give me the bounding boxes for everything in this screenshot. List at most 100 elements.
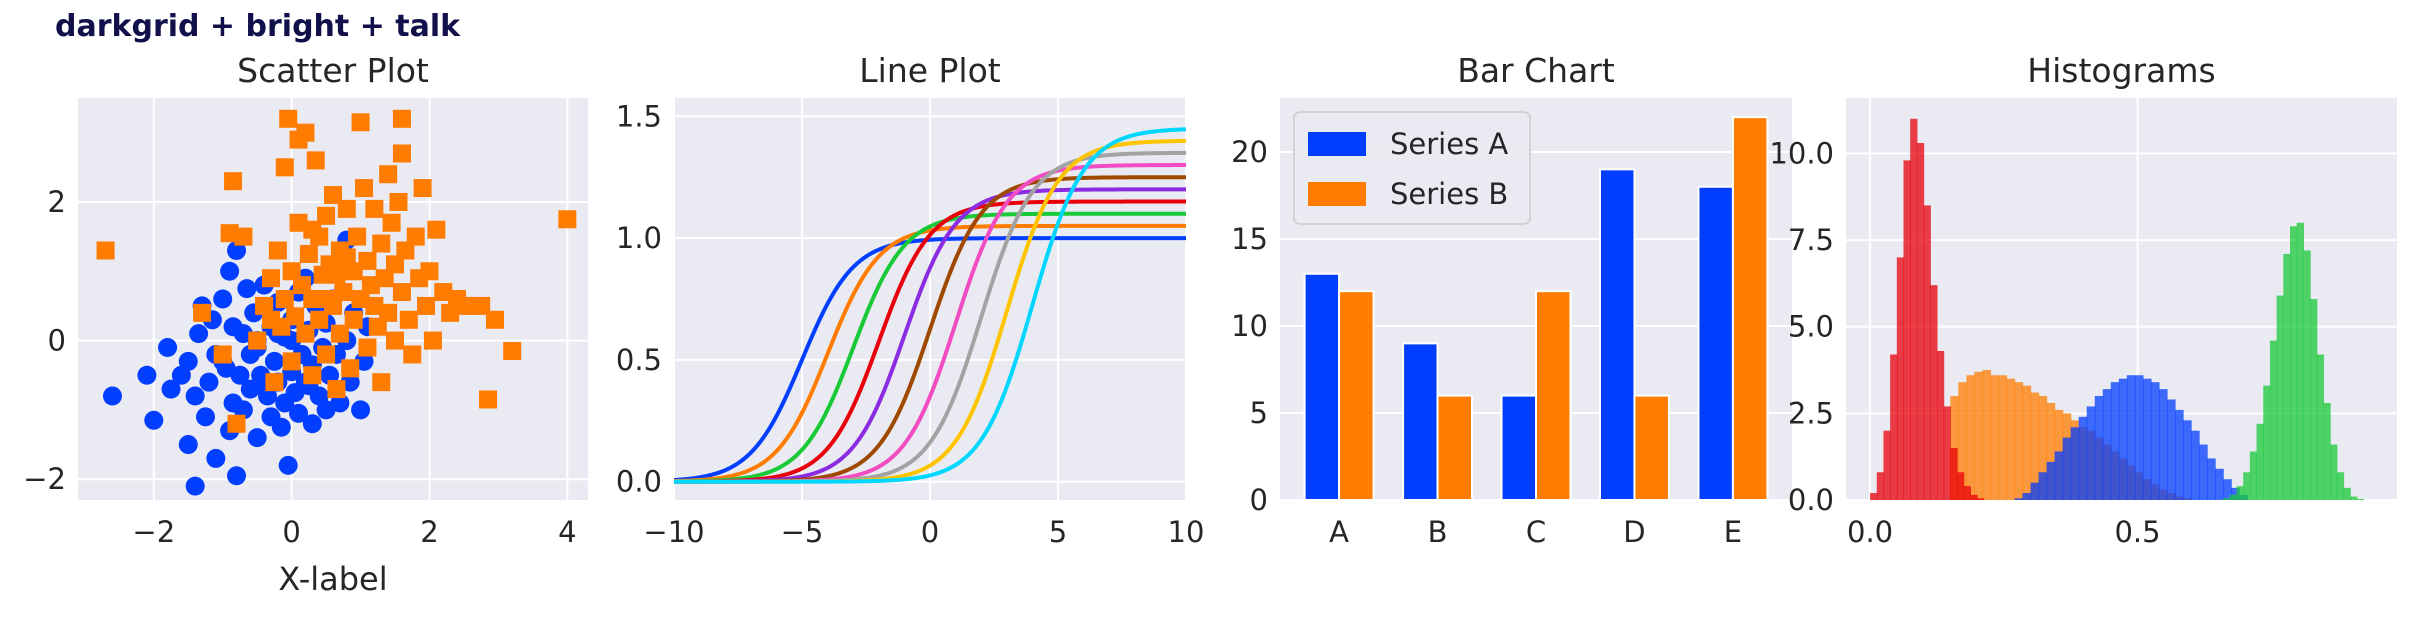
histogram-bin: [1903, 160, 1911, 500]
scatter-point: [420, 262, 439, 281]
scatter-point: [189, 324, 209, 344]
scatter-point: [220, 261, 240, 281]
scatter-point: [282, 262, 301, 281]
scatter-point: [237, 279, 257, 299]
y-tick-label: 0: [48, 324, 66, 358]
histogram-bin: [2094, 396, 2104, 500]
histogram-bin: [2231, 487, 2240, 500]
scatter-point: [102, 386, 122, 406]
x-tick-label: 4: [558, 515, 576, 549]
histogram-bin: [2236, 486, 2244, 500]
histogram-bin: [2343, 487, 2351, 500]
histogram-bin: [2283, 253, 2291, 500]
scatter-point: [292, 276, 311, 295]
figure-title: darkgrid + bright + talk: [55, 9, 461, 44]
histogram-bin: [1957, 472, 1965, 500]
scatter-point: [413, 179, 432, 198]
scatter-point: [227, 240, 247, 260]
bar: [1731, 116, 1769, 500]
line-series-10: [674, 127, 1186, 484]
y-tick-label: 0: [1250, 483, 1268, 517]
histogram-bin: [2022, 385, 2032, 500]
scatter-point: [296, 123, 315, 142]
line-series-3: [674, 211, 1186, 484]
scatter-point: [344, 310, 363, 329]
histogram-bin: [2269, 340, 2278, 500]
y-tick-label: 20: [1231, 135, 1268, 169]
histogram-bin: [1930, 285, 1938, 500]
histogram-bin: [2174, 409, 2184, 500]
y-tick-label: 0.0: [616, 465, 662, 499]
bar: [1338, 290, 1375, 500]
scatter-point: [324, 186, 342, 205]
histogram-bin: [2243, 472, 2251, 500]
bar: [1303, 272, 1341, 500]
histogram-bin: [2223, 498, 2231, 500]
y-tick-label: 1.0: [616, 221, 662, 255]
panel-title: Scatter Plot: [237, 51, 429, 90]
bar: [1535, 290, 1572, 500]
histogram-bin: [2006, 378, 2016, 500]
histogram-bin: [2336, 472, 2345, 500]
histogram-bin: [2249, 451, 2258, 500]
scatter-point: [340, 372, 360, 392]
scatter-point: [299, 244, 318, 263]
scatter-point: [220, 224, 239, 243]
scatter-plot-panel: −2 0 2 4 −2 0 2 Scatter Plot X-label: [23, 51, 588, 598]
histogram-series-3: [1870, 118, 1985, 500]
histogram-bin: [1936, 350, 1945, 500]
bar: [1599, 168, 1636, 500]
scatter-point: [351, 400, 371, 420]
scatter-point: [382, 213, 401, 232]
scatter-point: [261, 310, 280, 329]
histogram-bin: [2046, 461, 2056, 500]
marks: [1870, 118, 2365, 500]
y-tick-label: 0.5: [616, 343, 662, 377]
scatter-point: [365, 296, 384, 315]
histogram-bin: [1990, 375, 2000, 500]
histogram-bin: [2191, 430, 2200, 500]
scatter-point: [344, 262, 363, 281]
scatter-point: [337, 199, 356, 218]
histogram-bin: [1977, 498, 1985, 500]
histogram-bin: [1970, 494, 1978, 500]
scatter-point: [503, 341, 522, 360]
bar: [1436, 394, 1473, 500]
y-tick-label: 2.5: [1788, 396, 1834, 430]
scatter-point: [185, 476, 205, 496]
histogram-bin: [1963, 486, 1971, 500]
y-tick-label: 1.5: [616, 99, 662, 133]
bar-series-2: [1338, 116, 1769, 500]
scatter-point: [185, 386, 205, 406]
histogram-bin: [2070, 427, 2080, 500]
scatter-point: [264, 351, 284, 371]
legend: Series A Series B: [1293, 111, 1531, 225]
scatter-point: [358, 338, 377, 357]
scatter-point: [306, 151, 325, 170]
histogram-bin: [2276, 295, 2284, 500]
bar: [1500, 394, 1537, 500]
histogram-bin: [2310, 299, 2318, 500]
scatter-point: [472, 296, 491, 315]
scatter-point: [379, 303, 398, 322]
scatter-point: [334, 283, 353, 302]
x-tick-label: E: [1724, 515, 1742, 549]
scatter-point: [355, 179, 374, 198]
histogram-bin: [2062, 437, 2072, 500]
line-series-2: [674, 223, 1186, 484]
histogram-bin: [2126, 375, 2136, 500]
histogram-bin: [1916, 143, 1925, 500]
x-tick-label: 0: [282, 515, 300, 549]
histogram-bin: [2199, 444, 2208, 500]
x-tick-label: B: [1428, 515, 1448, 549]
panel-title: Line Plot: [859, 51, 1001, 90]
scatter-point: [389, 192, 408, 211]
bar-chart-panel: 0 5 10 15 20 Bar Chart A B C D E Series A Series B: [1231, 51, 1792, 549]
x-tick-label: 0.0: [1847, 515, 1893, 549]
scatter-point: [485, 310, 504, 329]
y-tick-label: 10.0: [1769, 136, 1834, 170]
scatter-point: [234, 227, 253, 246]
scatter-point: [317, 290, 336, 308]
scatter-point: [337, 248, 356, 267]
